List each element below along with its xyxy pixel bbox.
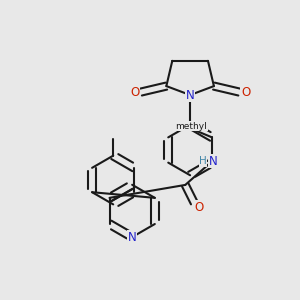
Text: N: N	[208, 154, 217, 168]
Text: H: H	[199, 156, 207, 166]
Text: N: N	[128, 231, 136, 244]
Text: N: N	[186, 88, 194, 101]
Text: methyl: methyl	[175, 122, 207, 131]
Text: O: O	[194, 201, 203, 214]
Text: O: O	[130, 85, 139, 98]
Text: O: O	[241, 85, 250, 98]
